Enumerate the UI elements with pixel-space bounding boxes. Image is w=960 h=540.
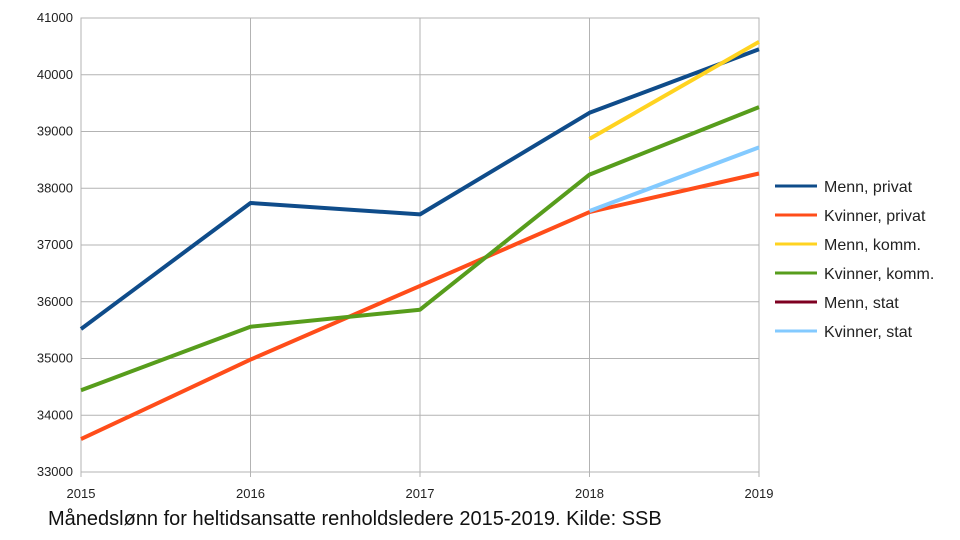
x-tick-label: 2018 [575,486,604,501]
y-tick-labels: 33000 34000 35000 36000 37000 38000 39000 40000… [37,10,73,479]
legend-label: Kvinner, komm. [824,266,934,283]
legend-label: Menn, privat [824,179,913,196]
y-tick-label: 41000 [37,10,73,25]
y-tick-label: 36000 [37,294,73,309]
y-tick-label: 33000 [37,464,73,479]
series-line-6 [588,145,760,213]
x-tick-label: 2016 [236,486,265,501]
legend-label: Menn, komm. [824,237,921,254]
axes [80,17,760,477]
series-line-4 [80,105,760,393]
series-line-3 [588,40,760,141]
y-tick-label: 35000 [37,351,73,366]
x-tick-label: 2017 [406,486,435,501]
legend-label: Kvinner, privat [824,208,926,225]
x-tick-label: 2015 [67,486,96,501]
y-tick-label: 37000 [37,237,73,252]
y-tick-label: 40000 [37,67,73,82]
y-tick-label: 38000 [37,180,73,195]
line-chart: 33000 34000 35000 36000 37000 38000 39000 40000… [37,10,934,501]
x-tick-label: 2019 [745,486,774,501]
chart-caption: Månedslønn for heltidsansatte renholdsle… [48,508,662,530]
y-tick-label: 34000 [37,407,73,422]
x-tick-labels: 2015 2016 2017 2018 2019 [67,486,774,501]
series-lines [79,40,760,441]
legend-label: Menn, stat [824,295,899,312]
plot-area-border [80,17,760,473]
legend-label: Kvinner, stat [824,324,913,341]
y-tick-label: 39000 [37,124,73,139]
legend: Menn, privat Kvinner, privat Menn, komm. Kv… [775,179,934,341]
series-line-2 [80,171,760,441]
series-line-1 [79,47,760,331]
